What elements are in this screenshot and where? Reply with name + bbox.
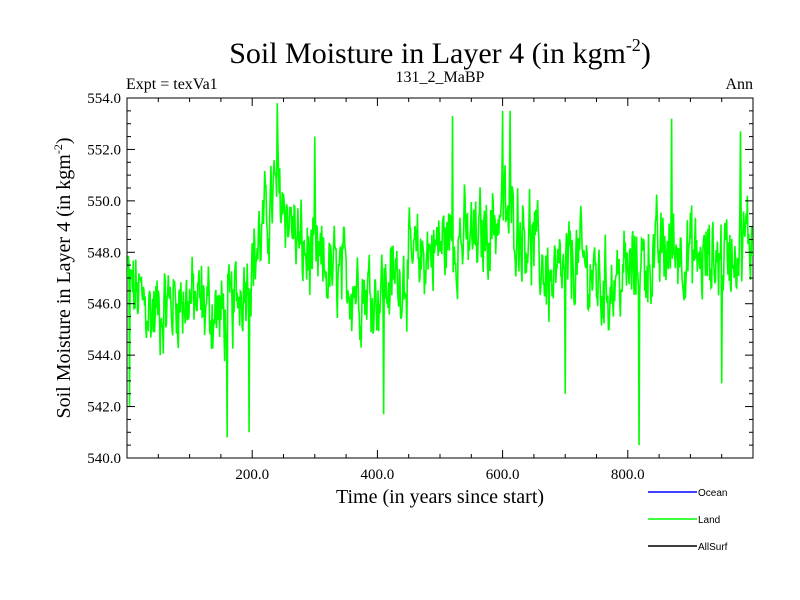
subtitle-right: Ann <box>725 76 753 93</box>
land-series-line <box>127 103 753 446</box>
x-tick-label: 400.0 <box>361 467 395 483</box>
land-series <box>127 103 753 446</box>
y-tick-label: 552.0 <box>87 142 121 158</box>
legend-label-land: Land <box>698 515 720 526</box>
y-tick-label: 546.0 <box>87 297 121 313</box>
subtitle-left: Expt = texVa1 <box>126 76 218 93</box>
x-tick-label: 200.0 <box>235 467 269 483</box>
y-tick-label: 554.0 <box>87 91 121 107</box>
legend: Ocean Land AllSurf <box>648 488 728 553</box>
y-tick-label: 540.0 <box>87 451 121 467</box>
x-tick-label: 600.0 <box>486 467 520 483</box>
x-tick-label: 800.0 <box>611 467 645 483</box>
legend-label-ocean: Ocean <box>698 488 727 499</box>
x-axis-label: Time (in years since start) <box>336 486 544 508</box>
y-tick-label: 542.0 <box>87 400 121 416</box>
y-axis-label: Soil Moisture in Layer 4 (in kgm-2) <box>51 137 75 418</box>
y-tick-label: 548.0 <box>87 245 121 261</box>
subtitle-center: 131_2_MaBP <box>396 69 485 86</box>
chart-title: Soil Moisture in Layer 4 (in kgm-2) <box>229 35 651 70</box>
y-tick-label: 544.0 <box>87 348 121 364</box>
legend-label-allsurf: AllSurf <box>698 542 728 553</box>
y-tick-label: 550.0 <box>87 194 121 210</box>
